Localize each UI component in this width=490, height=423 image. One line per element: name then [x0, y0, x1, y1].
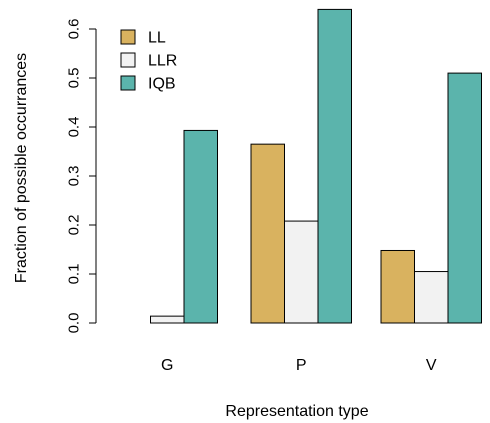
y-tick-label: 0.6 [65, 19, 82, 40]
bar-v-llr [414, 271, 449, 324]
bar-v-iqb [447, 72, 482, 324]
y-axis: 0.0 0.1 0.2 0.3 0.4 0.5 0.6 [65, 19, 97, 334]
legend-swatch-llr [120, 52, 136, 68]
legend-swatch-ll [120, 29, 136, 45]
bar-p-ll [250, 143, 285, 324]
bar-p-llr [284, 220, 319, 324]
bars [150, 8, 482, 324]
y-tick-label: 0.0 [65, 313, 82, 334]
bar-v-ll [380, 249, 415, 324]
y-tick-label: 0.1 [65, 264, 82, 285]
y-axis-title: Fraction of possible occurrances [13, 53, 30, 283]
y-tick-label: 0.5 [65, 68, 82, 89]
y-tick-label: 0.3 [65, 166, 82, 187]
category-label-p: P [296, 357, 307, 374]
bar-g-llr [150, 315, 185, 324]
bar-p-iqb [317, 8, 352, 324]
legend: LL LLR IQB [120, 29, 177, 93]
legend-label-ll: LL [148, 30, 166, 47]
y-tick-label: 0.4 [65, 117, 82, 138]
bar-g-iqb [183, 129, 218, 324]
y-tick-label: 0.2 [65, 215, 82, 236]
category-label-v: V [426, 357, 437, 374]
category-label-g: G [161, 357, 173, 374]
legend-label-iqb: IQB [148, 76, 176, 93]
legend-swatch-iqb [120, 75, 136, 91]
x-axis-title: Representation type [225, 403, 368, 420]
legend-label-llr: LLR [148, 53, 177, 70]
